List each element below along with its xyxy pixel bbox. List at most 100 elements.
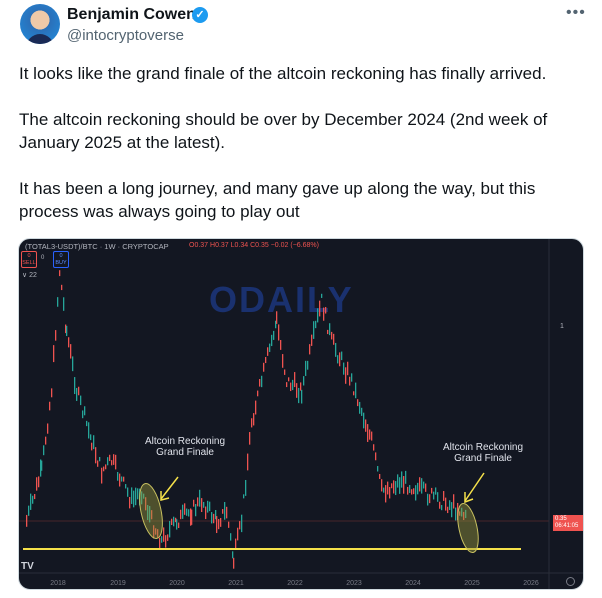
candle [173, 516, 175, 527]
last-price: 0.35 [555, 516, 567, 522]
chart-image[interactable]: ODAILY (TOTAL3-USDT)/BTC · 1W · CRYPTOCA… [18, 238, 584, 590]
candle [145, 497, 147, 511]
candle [377, 466, 379, 472]
candle [55, 330, 57, 341]
candle [207, 500, 209, 513]
tweet-text-line: It looks like the grand finale of the al… [19, 64, 547, 83]
candle [259, 378, 261, 387]
candle [129, 496, 131, 509]
candle [28, 505, 30, 516]
candle [447, 506, 449, 514]
annotation-left: Altcoin Reckoning Grand Finale [145, 436, 226, 458]
candle [163, 527, 165, 542]
candle [222, 509, 224, 514]
candle [409, 485, 411, 493]
candle [349, 376, 351, 386]
indicator-toggle[interactable]: ∨ 22 [22, 272, 37, 279]
candle [197, 497, 199, 507]
candle [461, 507, 463, 517]
sell-value: 0 [27, 253, 31, 259]
buy-label: BUY [55, 260, 67, 266]
candle [292, 379, 294, 391]
candle [261, 375, 263, 388]
candle [36, 477, 38, 491]
candle [182, 504, 184, 519]
candle [282, 354, 284, 368]
candle [180, 509, 182, 520]
candle [437, 492, 439, 502]
candle [263, 362, 265, 372]
candle [135, 487, 137, 506]
candle [218, 519, 220, 530]
candle [95, 447, 97, 464]
candle [337, 355, 339, 364]
candle [131, 487, 133, 504]
tweet-text-line: It has been a long journey, and many gav… [19, 179, 536, 198]
candle [389, 487, 391, 499]
candle [276, 311, 278, 324]
buy-button[interactable]: 0 BUY [53, 251, 69, 268]
candle [395, 481, 397, 496]
candle [403, 476, 405, 494]
sell-button[interactable]: 0 SELL [21, 251, 37, 268]
candle [107, 457, 109, 466]
candle [72, 356, 74, 372]
candle [211, 512, 213, 524]
more-horizontal-icon[interactable]: ••• [566, 4, 586, 21]
verified-badge-icon: ✓ [192, 7, 208, 23]
candle [127, 487, 129, 497]
candle [355, 382, 357, 399]
annotation-right: Altcoin Reckoning Grand Finale [443, 442, 524, 464]
candle [133, 490, 135, 508]
candle [369, 429, 371, 440]
candle [184, 503, 186, 515]
price-axis-label: 1 [560, 323, 564, 330]
candle [80, 395, 82, 406]
candle [43, 445, 45, 456]
author-name[interactable]: Benjamin Cowen [67, 6, 196, 23]
highlight-ellipse-left [139, 483, 163, 539]
candle [193, 499, 195, 507]
candle [286, 382, 288, 388]
candle [375, 452, 377, 461]
candle [228, 521, 230, 528]
candle [401, 471, 403, 488]
candle [327, 329, 329, 335]
tweet-text-line: January 2025 at the latest). [19, 133, 226, 152]
author-handle[interactable]: @intocryptoverse [67, 27, 184, 44]
candle [333, 333, 335, 345]
candle [121, 476, 123, 482]
candle [309, 344, 311, 355]
candle [303, 376, 305, 386]
candle [41, 460, 43, 471]
avatar[interactable] [20, 4, 60, 44]
settings-icon[interactable] [566, 577, 575, 586]
year-label: 2024 [405, 580, 421, 587]
highlight-ellipse-right [457, 502, 479, 554]
candle [49, 401, 51, 411]
candle [300, 382, 302, 391]
candle [159, 537, 161, 550]
candle [405, 470, 407, 484]
candle [371, 431, 373, 441]
candle [453, 494, 455, 509]
candle [199, 489, 201, 507]
candle [111, 460, 113, 466]
candle [63, 297, 65, 311]
candle [343, 362, 345, 375]
year-label: 2019 [110, 580, 126, 587]
candle [171, 518, 173, 525]
tweet-text-line: The altcoin reckoning should be over by … [19, 110, 548, 129]
candle [278, 324, 280, 341]
candle [290, 382, 292, 392]
candle [313, 321, 315, 339]
candle [123, 476, 125, 482]
candle [315, 320, 317, 329]
candle [329, 323, 331, 336]
candle [365, 419, 367, 432]
candle [449, 500, 451, 511]
candle [321, 293, 323, 298]
candle [147, 505, 149, 520]
year-label: 2026 [523, 580, 539, 587]
candle [351, 373, 353, 382]
